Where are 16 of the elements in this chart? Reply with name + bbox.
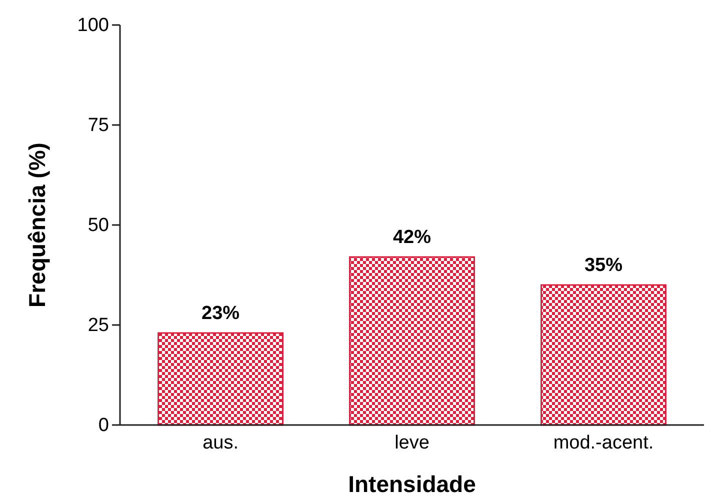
- y-tick-label: 50: [88, 215, 109, 236]
- bar: [349, 256, 475, 426]
- bar: [158, 332, 284, 426]
- y-tick-label: 0: [98, 415, 109, 436]
- y-tick-label: 75: [88, 115, 109, 136]
- x-tick-label: leve: [394, 432, 430, 454]
- data-label: 42%: [392, 227, 432, 248]
- x-axis-title: Intensidade: [348, 471, 476, 497]
- y-tick-label: 25: [88, 315, 109, 336]
- data-label: 23%: [202, 303, 240, 324]
- data-label: 35%: [584, 255, 623, 276]
- y-axis-title: Frequência (%): [24, 142, 50, 308]
- bar: [540, 284, 666, 426]
- y-tick-label: 100: [77, 15, 109, 36]
- x-tick-label: mod.-acent.: [553, 432, 654, 454]
- x-tick-label: aus.: [202, 432, 238, 454]
